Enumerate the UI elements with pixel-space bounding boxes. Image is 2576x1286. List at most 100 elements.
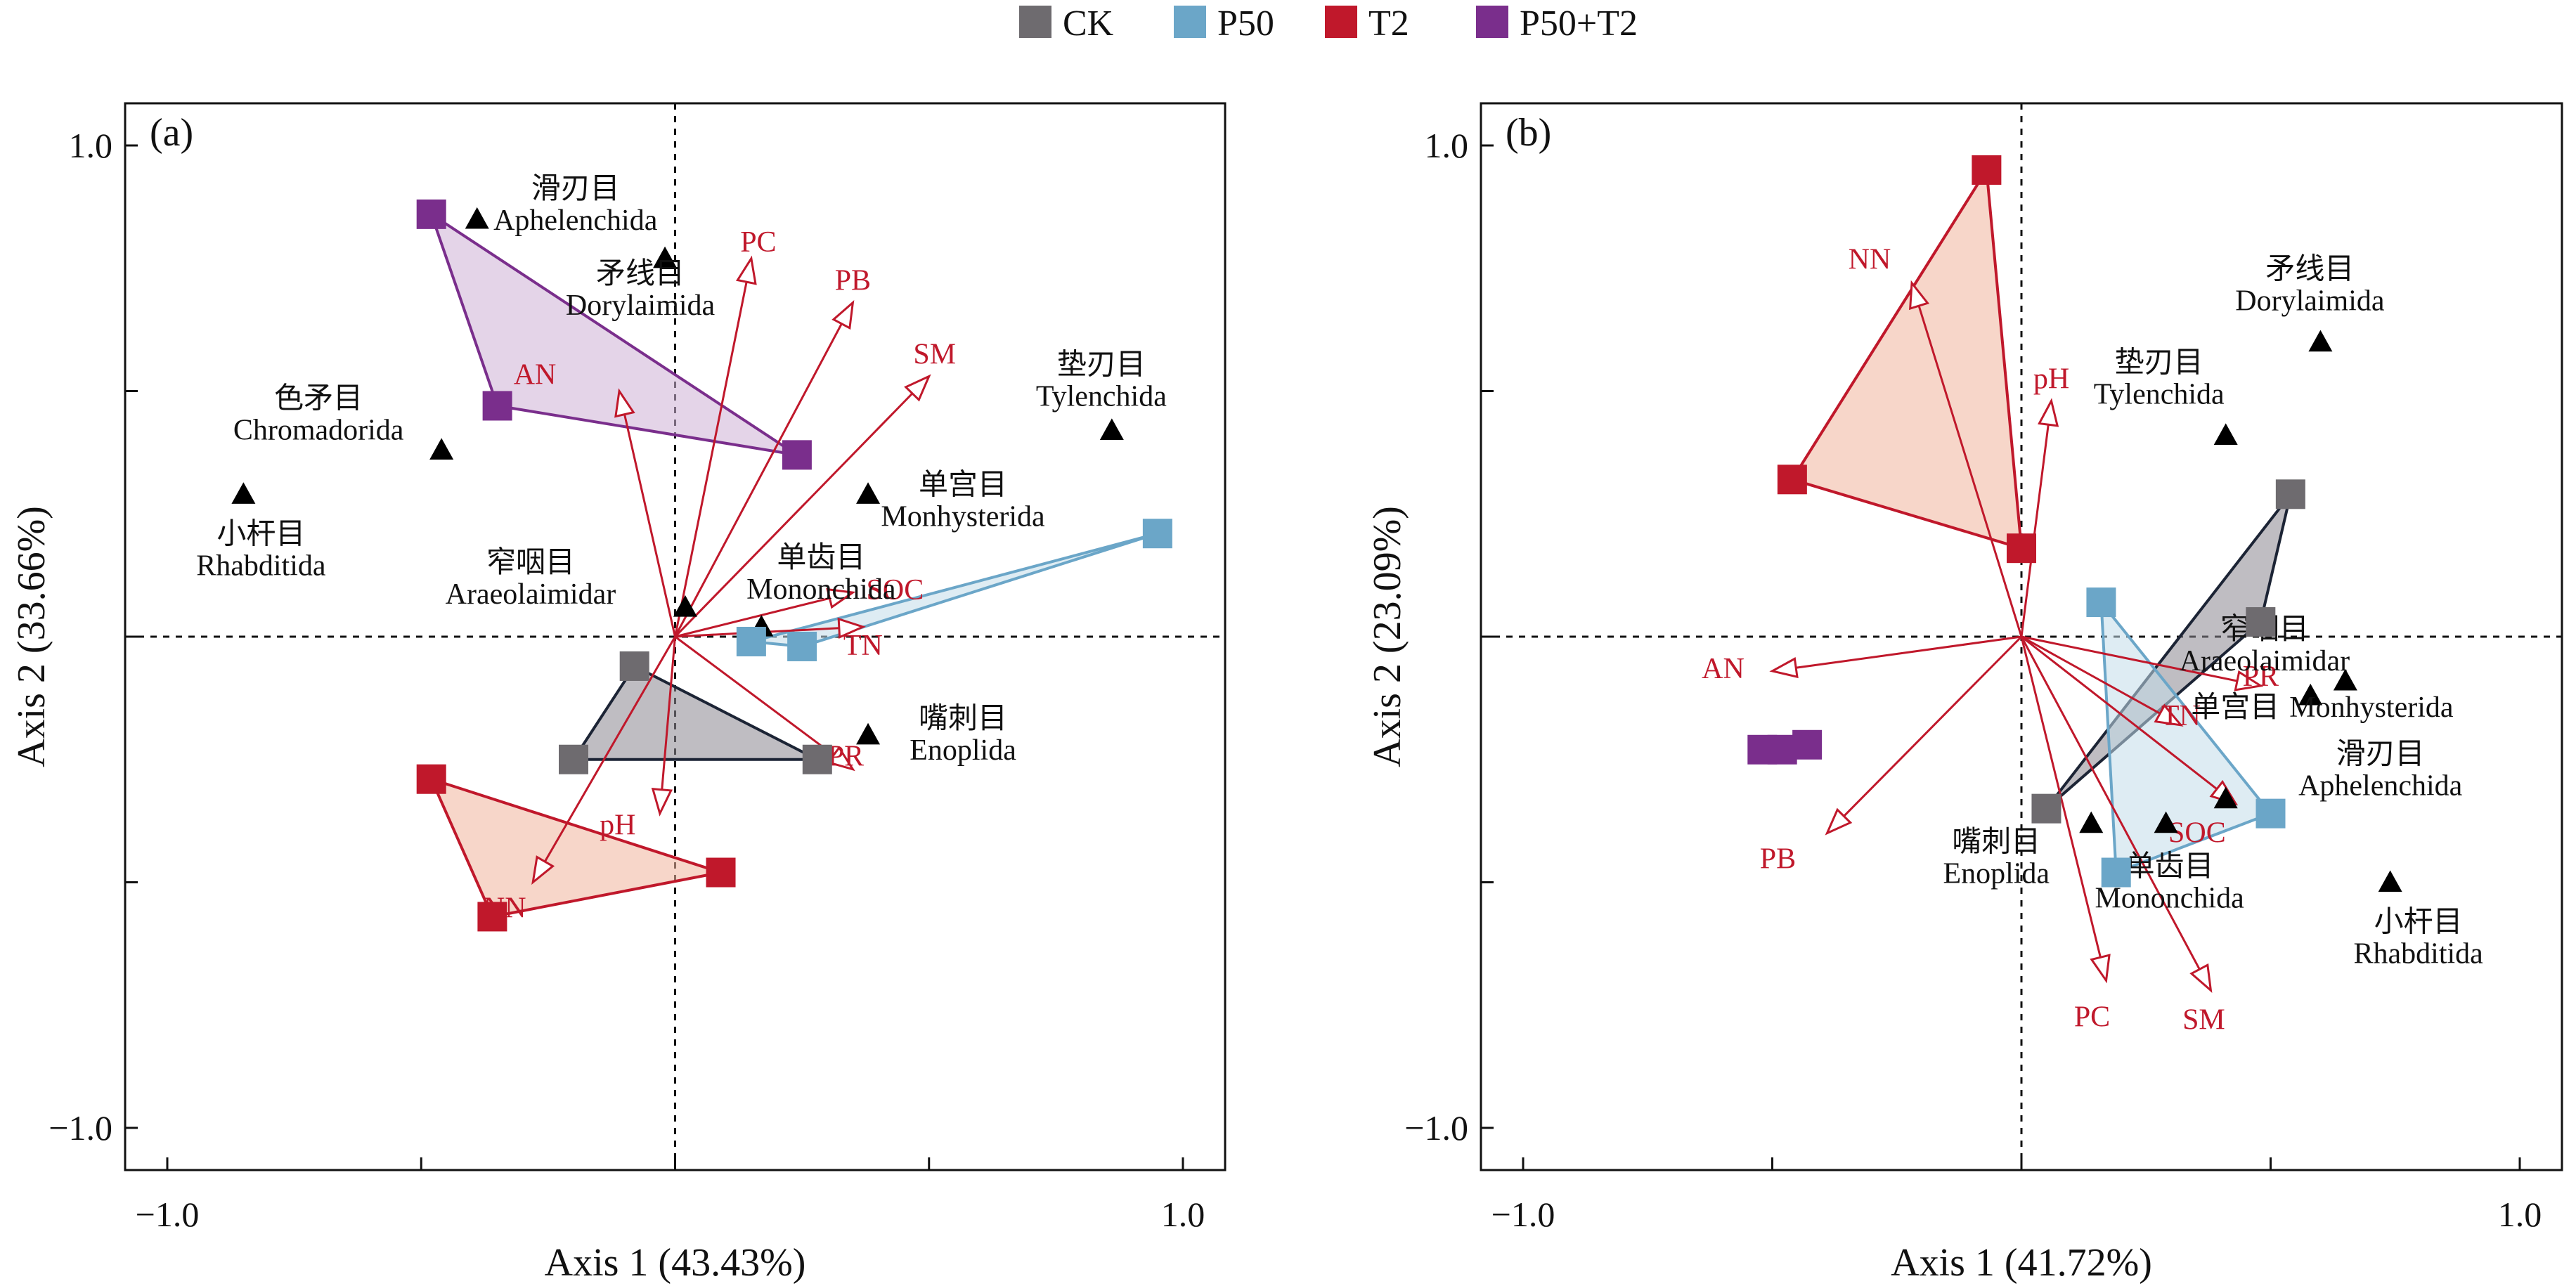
arrow-head-AN bbox=[614, 388, 635, 418]
taxon-en-Dorylaimida: Dorylaimida bbox=[566, 290, 716, 322]
arrow-line-SM bbox=[674, 392, 914, 638]
arrow-label-TN: TN bbox=[2161, 700, 2201, 732]
taxon-en-Rhabditida: Rhabditida bbox=[2354, 938, 2484, 970]
taxon-cn-Monhysterida: 单宫目 bbox=[919, 468, 1007, 501]
sample-T2-0 bbox=[416, 764, 446, 794]
taxon-en-Araeolaimidar: Araeolaimidar bbox=[2180, 645, 2350, 677]
legend-label-2: T2 bbox=[1368, 4, 1409, 44]
sample-P50+T2-1 bbox=[1767, 734, 1797, 765]
arrow-line-SM bbox=[2020, 636, 2201, 970]
arrow-line-AN bbox=[1795, 635, 2022, 669]
arrow-label-pH: pH bbox=[2033, 363, 2069, 395]
arrow-label-PC: PC bbox=[740, 226, 776, 259]
taxon-marker-Araeolaimidar bbox=[673, 595, 697, 617]
arrow-head-PC bbox=[2090, 954, 2111, 984]
taxon-cn-Enoplida: 嘴刺目 bbox=[1952, 826, 2040, 859]
arrow-label-SOC: SOC bbox=[2168, 817, 2226, 850]
taxon-marker-Enoplida bbox=[856, 722, 881, 745]
y-axis-title: Axis 2 (33.66%) bbox=[10, 506, 53, 767]
taxon-cn-Aphelenchida: 滑刃目 bbox=[2336, 739, 2425, 771]
taxon-en-Mononchida: Mononchida bbox=[746, 573, 896, 606]
sample-CK-0 bbox=[2275, 479, 2305, 509]
arrow-head-AN bbox=[1769, 657, 1799, 679]
taxon-cn-Dorylaimida: 矛线目 bbox=[2265, 254, 2354, 286]
arrow-head-PB bbox=[1825, 807, 1853, 836]
hull-P50+T2 bbox=[428, 210, 798, 457]
taxon-en-Monhysterida: Monhysterida bbox=[881, 500, 1045, 533]
taxon-cn-Tylenchida: 垫刃目 bbox=[2115, 346, 2203, 379]
legend-label-3: P50+T2 bbox=[1520, 4, 1638, 44]
arrow-head-NN bbox=[1909, 280, 1930, 311]
sample-P50+T2-2 bbox=[782, 440, 812, 470]
taxon-cn-Araeolaimidar: 窄咽目 bbox=[486, 546, 575, 579]
arrow-label-SM: SM bbox=[913, 339, 956, 371]
sample-P50-0 bbox=[2086, 587, 2116, 618]
taxon-cn-Rhabditida: 小杆目 bbox=[2374, 907, 2463, 939]
panel-label: (b) bbox=[1506, 111, 1551, 155]
taxon-en-Chromadorida: Chromadorida bbox=[233, 414, 404, 446]
x-tick-label-max: 1.0 bbox=[2498, 1195, 2542, 1234]
arrow-head-SM bbox=[2189, 963, 2213, 993]
arrow-label-PB: PB bbox=[835, 265, 871, 297]
panel-label: (a) bbox=[150, 111, 193, 155]
arrow-label-SOC: SOC bbox=[867, 574, 924, 606]
arrow-label-TN: TN bbox=[843, 630, 883, 662]
sample-T2-1 bbox=[1777, 465, 1807, 495]
hull-T2 bbox=[1789, 165, 2024, 550]
x-tick-label-min: −1.0 bbox=[136, 1195, 200, 1234]
arrow-line-SOC bbox=[2021, 635, 2218, 790]
taxon-cn-Monhysterida: 单宫目 bbox=[2191, 691, 2279, 724]
taxon-marker-Rhabditida bbox=[2378, 870, 2402, 892]
x-tick-label-min: −1.0 bbox=[1491, 1195, 1555, 1234]
taxon-marker-Aphelenchida bbox=[465, 207, 489, 229]
legend-swatch-3 bbox=[1476, 6, 1508, 38]
arrow-line-AN bbox=[623, 414, 676, 637]
sample-P50-2 bbox=[2101, 857, 2131, 888]
sample-P50-0 bbox=[1142, 519, 1172, 549]
arrow-label-AN: AN bbox=[1702, 653, 1745, 685]
sample-CK-1 bbox=[2246, 607, 2276, 637]
sample-CK-1 bbox=[559, 744, 588, 774]
hull-CK bbox=[571, 664, 818, 761]
arrow-label-NN: NN bbox=[1849, 244, 1891, 276]
y-tick-label-min: −1.0 bbox=[48, 1108, 112, 1148]
arrow-head-pH bbox=[651, 787, 673, 817]
taxon-cn-Mononchida: 单齿目 bbox=[2125, 851, 2214, 883]
taxon-marker-Dorylaimida bbox=[653, 246, 678, 268]
arrow-line-NN bbox=[1917, 305, 2023, 637]
taxon-cn-Dorylaimida: 矛线目 bbox=[596, 258, 685, 290]
taxon-marker-Aphelenchida bbox=[2213, 786, 2238, 809]
taxon-cn-Mononchida: 单齿目 bbox=[777, 542, 865, 574]
arrow-head-pH bbox=[2038, 398, 2059, 427]
sample-CK-0 bbox=[619, 651, 649, 681]
arrow-head-NN bbox=[531, 855, 555, 885]
taxon-marker-Monhysterida bbox=[2298, 683, 2323, 706]
arrow-label-AN: AN bbox=[514, 359, 557, 391]
sample-T2-2 bbox=[706, 857, 736, 888]
arrow-head-TN bbox=[2154, 703, 2184, 727]
taxon-en-Tylenchida: Tylenchida bbox=[1036, 380, 1167, 413]
arrow-line-TN bbox=[2021, 635, 2161, 715]
legend-swatch-2 bbox=[1325, 6, 1357, 38]
taxon-en-Tylenchida: Tylenchida bbox=[2094, 378, 2225, 410]
arrow-line-NN bbox=[543, 636, 676, 862]
y-tick-label-min: −1.0 bbox=[1404, 1108, 1468, 1148]
sample-CK-2 bbox=[802, 744, 832, 774]
arrow-label-SM: SM bbox=[2182, 1004, 2225, 1036]
taxon-marker-Chromadorida bbox=[429, 438, 454, 460]
arrow-label-PR: PR bbox=[828, 741, 864, 773]
sample-P50+T2-1 bbox=[482, 391, 512, 421]
legend-swatch-0 bbox=[1019, 6, 1051, 38]
arrow-line-PR bbox=[674, 635, 835, 756]
taxon-marker-Rhabditida bbox=[231, 482, 256, 504]
arrow-head-PR bbox=[2234, 670, 2264, 691]
arrow-label-PC: PC bbox=[2074, 1001, 2110, 1033]
arrow-line-PC bbox=[674, 281, 748, 637]
sample-P50+T2-2 bbox=[1792, 729, 1823, 760]
taxon-en-Dorylaimida: Dorylaimida bbox=[2235, 285, 2385, 318]
sample-P50-1 bbox=[2255, 798, 2286, 829]
arrow-line-pH bbox=[661, 636, 676, 790]
arrow-line-SOC bbox=[675, 597, 830, 638]
x-axis-title: Axis 1 (43.43%) bbox=[545, 1241, 806, 1285]
